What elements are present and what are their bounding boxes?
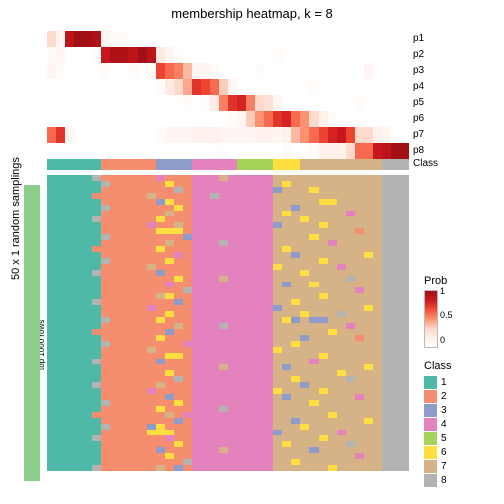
heatmap-region	[47, 31, 409, 471]
class-swatch-label: 8	[441, 475, 447, 486]
class-row	[47, 159, 409, 170]
class-legend-item: 3	[424, 403, 452, 417]
prob-row	[47, 47, 409, 63]
class-legend: Class 1 2 3 4 5 6 7 8	[424, 360, 452, 487]
class-legend-item: 6	[424, 445, 452, 459]
class-swatch-label: 1	[441, 377, 447, 388]
row-group-bar	[24, 185, 40, 481]
class-swatch	[424, 390, 437, 403]
class-legend-item: 5	[424, 431, 452, 445]
figure: membership heatmap, k = 8 50 x 1 random …	[0, 0, 504, 504]
prob-row	[47, 63, 409, 79]
class-swatch-label: 4	[441, 419, 447, 430]
p-label: p7	[413, 127, 424, 143]
class-legend-title: Class	[424, 360, 452, 372]
prob-row	[47, 143, 409, 159]
class-swatch	[424, 404, 437, 417]
p-label: p3	[413, 63, 424, 79]
ylabel-outer: 50 x 1 random samplings	[10, 157, 22, 280]
class-swatch	[424, 432, 437, 445]
class-swatch-label: 5	[441, 433, 447, 444]
class-legend-item: 2	[424, 389, 452, 403]
sampling-heatmap	[47, 175, 409, 471]
class-swatch-label: 3	[441, 405, 447, 416]
class-swatch-label: 6	[441, 447, 447, 458]
class-legend-item: 4	[424, 417, 452, 431]
class-row-label: Class	[413, 158, 438, 169]
class-swatch	[424, 474, 437, 487]
p-label: p4	[413, 79, 424, 95]
prob-row	[47, 95, 409, 111]
class-legend-item: 8	[424, 473, 452, 487]
class-swatch-label: 7	[441, 461, 447, 472]
p-label: p8	[413, 143, 424, 159]
prob-row	[47, 79, 409, 95]
class-legend-item: 7	[424, 459, 452, 473]
p-label: p2	[413, 47, 424, 63]
class-swatch	[424, 460, 437, 473]
class-swatch-label: 2	[441, 391, 447, 402]
class-swatch	[424, 418, 437, 431]
p-label: p6	[413, 111, 424, 127]
prob-legend: Prob 1 0.5 0	[424, 275, 447, 348]
prob-row	[47, 127, 409, 143]
plot-title: membership heatmap, k = 8	[0, 6, 504, 21]
prob-row	[47, 111, 409, 127]
prob-row	[47, 31, 409, 47]
class-legend-item: 1	[424, 375, 452, 389]
p-label: p5	[413, 95, 424, 111]
class-swatch	[424, 446, 437, 459]
class-swatch	[424, 376, 437, 389]
p-label: p1	[413, 31, 424, 47]
p-row-labels: p1p2p3p4p5p6p7p8	[413, 31, 424, 159]
